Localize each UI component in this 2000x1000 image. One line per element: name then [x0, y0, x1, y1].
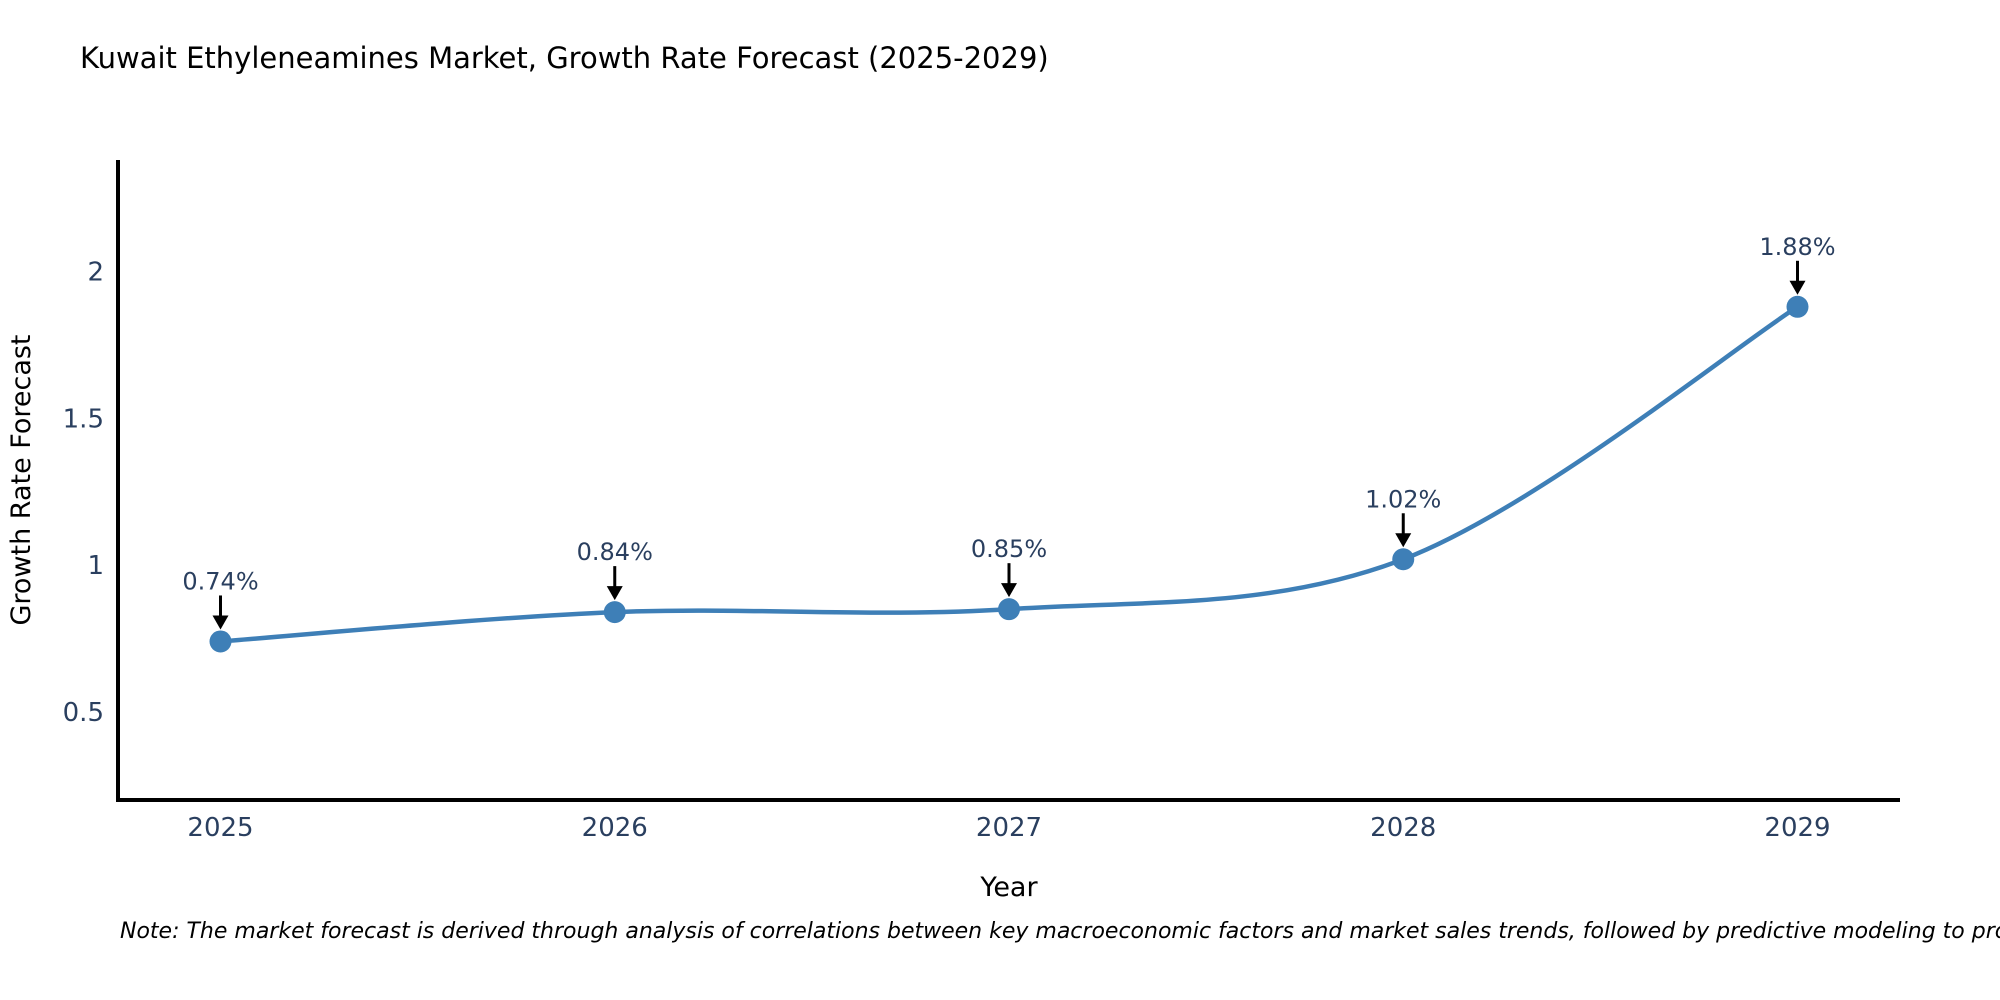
annotation-label-2028: 1.02%: [1365, 485, 1441, 513]
annotation-arrowhead-2029: [1789, 280, 1806, 295]
annotation-arrowhead-2028: [1395, 533, 1412, 548]
annotation-label-2027: 0.85%: [971, 535, 1047, 563]
y-axis-title: Growth Rate Forecast: [6, 334, 37, 625]
x-tick-label-2028: 2028: [1370, 813, 1436, 843]
y-tick-label-1.5: 1.5: [63, 404, 104, 434]
data-point-2027[interactable]: [998, 598, 1020, 621]
x-tick-label-2029: 2029: [1764, 813, 1830, 843]
y-tick-label-1: 1: [87, 551, 104, 581]
data-point-2028[interactable]: [1392, 548, 1415, 571]
annotation-label-2029: 1.88%: [1759, 233, 1835, 261]
data-point-2029[interactable]: [1786, 295, 1809, 318]
annotation-label-2025: 0.74%: [182, 567, 258, 595]
plot-area: 0.5 1 1.5 2 2025 2026 2027 2028 2029 0.74% 0.84% 0.…: [63, 160, 1900, 843]
annotation-arrowhead-2027: [1001, 583, 1017, 598]
y-tick-label-0.5: 0.5: [63, 698, 104, 728]
chart-title: Kuwait Ethyleneamines Market, Growth Rat…: [80, 41, 1049, 75]
x-tick-label-2026: 2026: [582, 813, 648, 843]
x-tick-label-2025: 2025: [187, 813, 253, 843]
x-axis-title: Year: [979, 872, 1038, 903]
y-tick-label-2: 2: [87, 258, 104, 288]
data-point-2026[interactable]: [603, 601, 626, 624]
note-text: Note: The market forecast is derived thr…: [120, 919, 2000, 944]
x-tick-label-2027: 2027: [976, 813, 1042, 843]
annotation-label-2026: 0.84%: [577, 538, 653, 566]
data-point-2025[interactable]: [209, 630, 232, 653]
annotation-arrowhead-2026: [606, 586, 623, 601]
annotation-arrowhead-2025: [212, 615, 229, 630]
